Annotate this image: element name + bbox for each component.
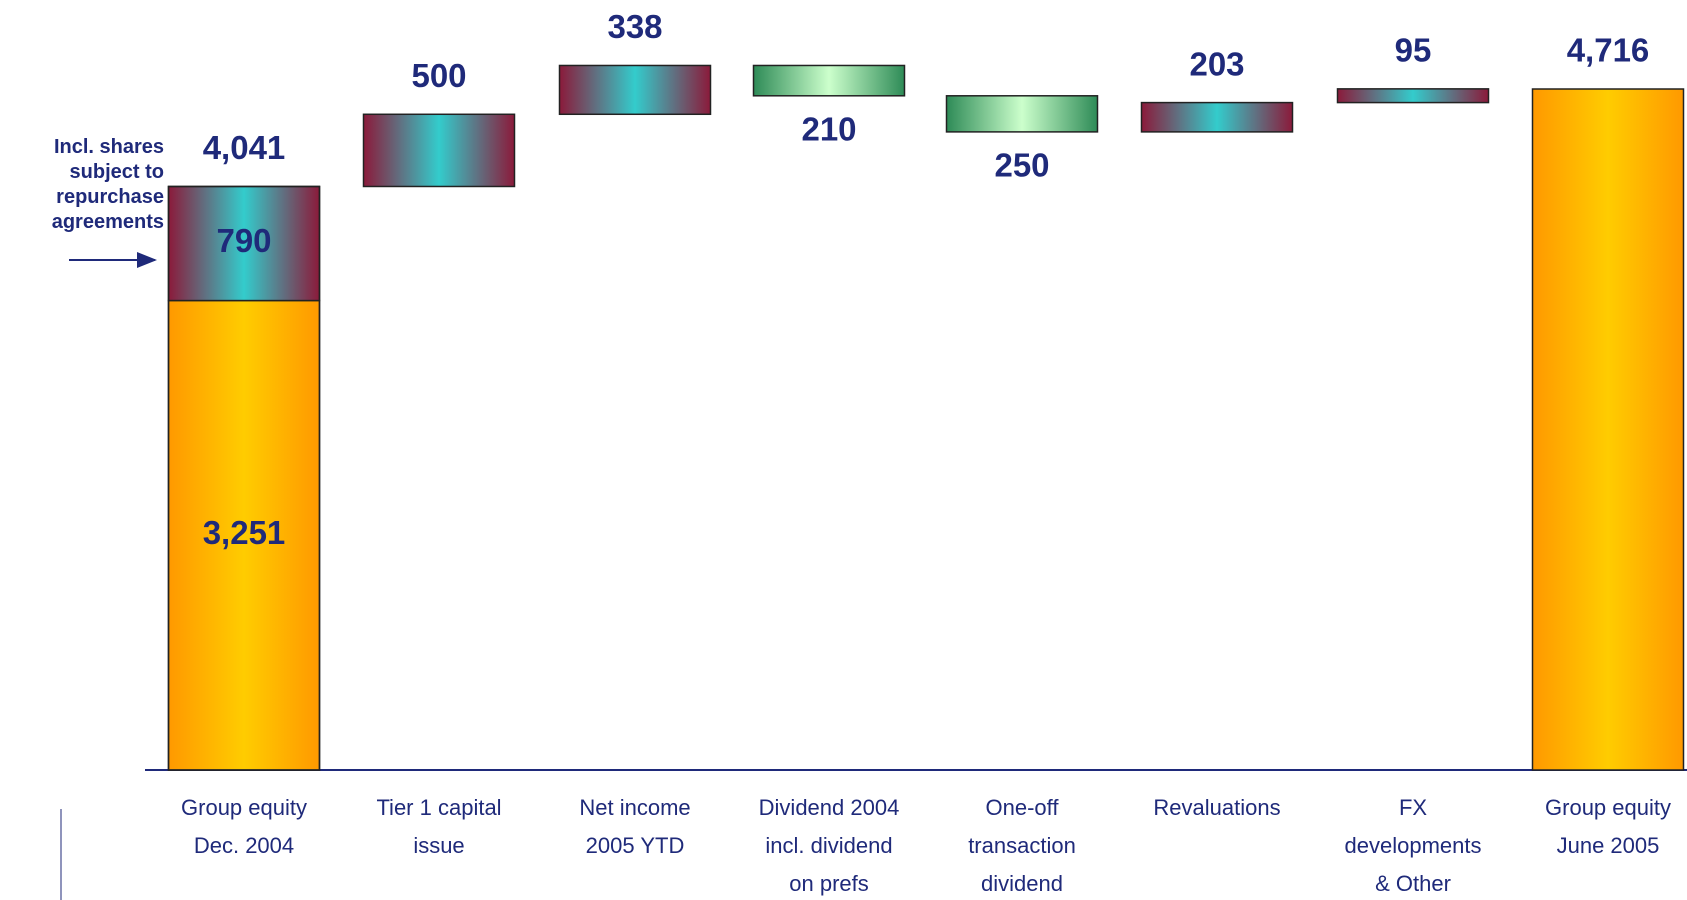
- bar: [558, 64, 712, 116]
- x-tick-label: Group equity June 2005: [1545, 795, 1671, 858]
- x-tick-label: Group equity Dec. 2004: [181, 795, 307, 858]
- value-label: 210: [801, 111, 856, 148]
- segment-label: 3,251: [203, 514, 286, 551]
- bar: [945, 95, 1099, 133]
- bar: [1140, 101, 1294, 133]
- bar-total: [167, 185, 321, 771]
- x-tick-label: Revaluations: [1153, 795, 1280, 820]
- segment-label: 790: [216, 222, 271, 259]
- value-label: 338: [607, 8, 662, 45]
- value-label: 250: [994, 147, 1049, 184]
- x-tick-label: Dividend 2004 incl. dividend on prefs: [759, 795, 900, 896]
- x-tick-label: FX developments & Other: [1345, 795, 1482, 896]
- annotation: Incl. shares subject to repurchase agreemen…: [52, 136, 164, 233]
- value-label: 95: [1395, 32, 1432, 69]
- value-label: 4,041: [203, 129, 286, 166]
- bar-segment: [167, 299, 321, 771]
- x-tick-label: Net income 2005 YTD: [579, 795, 690, 858]
- x-tick-label: One-off transaction dividend: [968, 795, 1076, 896]
- bar: [362, 113, 516, 188]
- value-label: 500: [411, 57, 466, 94]
- bar: [1531, 88, 1685, 771]
- bar: [1336, 88, 1490, 104]
- x-tick-label: Tier 1 capital issue: [376, 795, 501, 858]
- value-label: 4,716: [1567, 32, 1650, 69]
- value-label: 203: [1189, 45, 1244, 82]
- bar: [752, 64, 906, 97]
